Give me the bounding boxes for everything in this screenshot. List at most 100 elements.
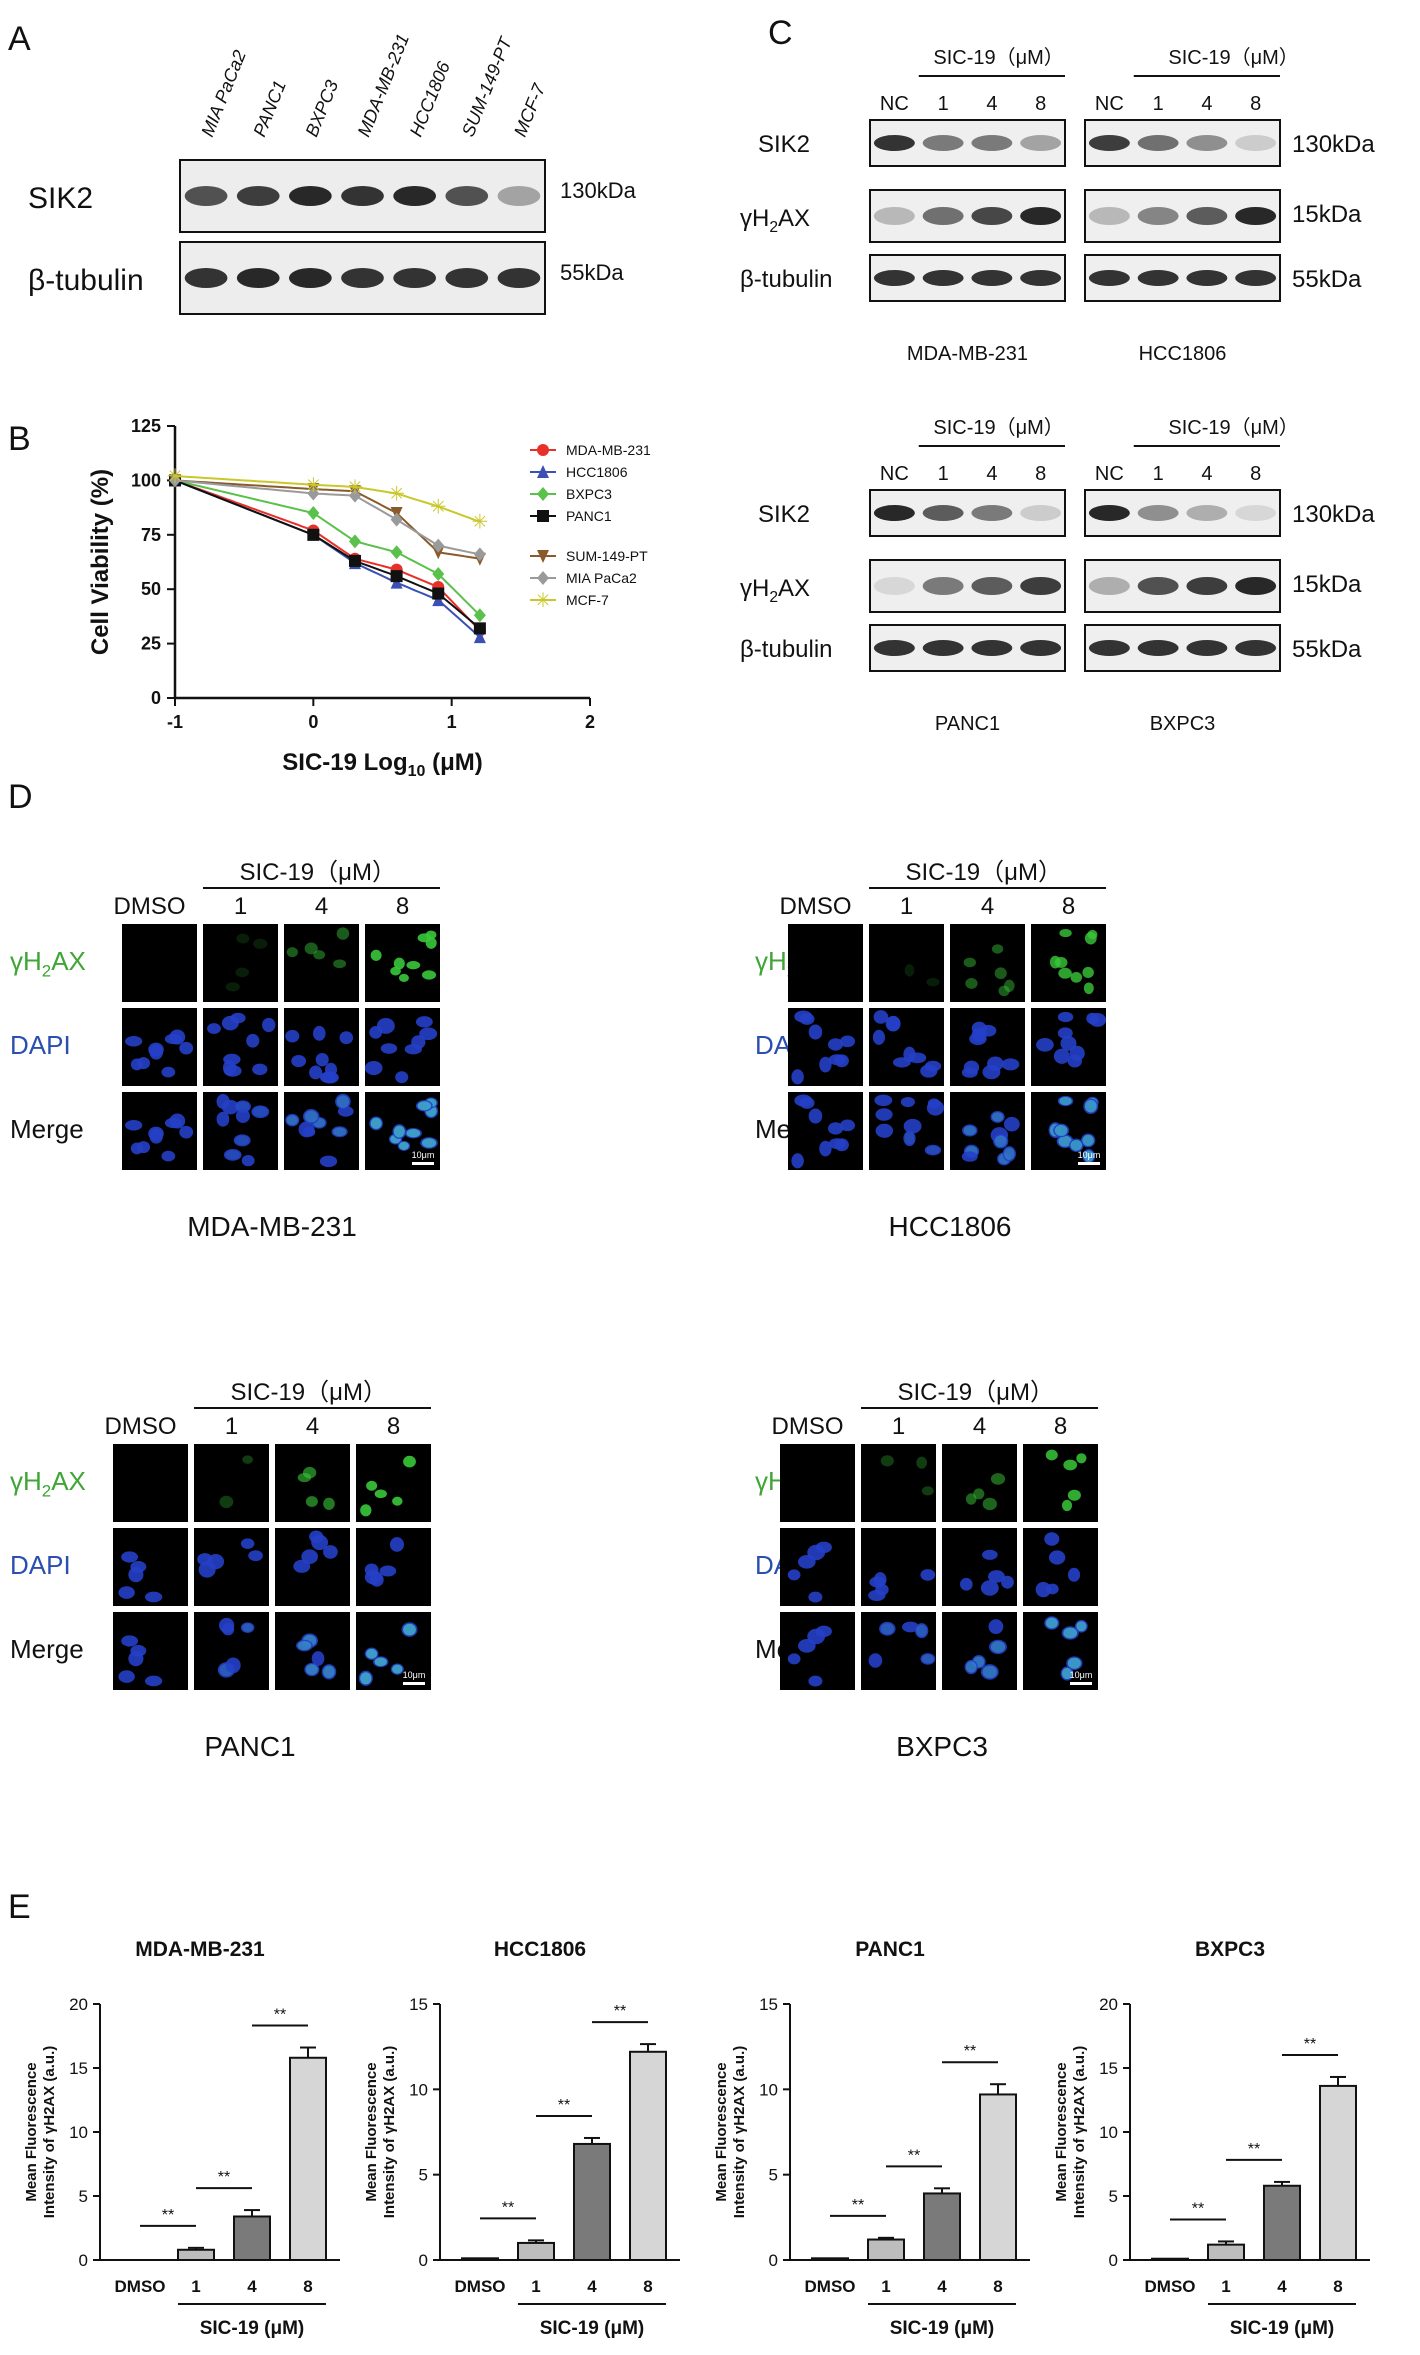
foci: [219, 1495, 234, 1509]
nucleus: [1035, 1581, 1052, 1598]
foci: [235, 1135, 249, 1146]
scale-label: 10μm: [1070, 1670, 1093, 1680]
nucleus: [808, 1591, 823, 1603]
foci: [965, 1661, 977, 1673]
blot-band: [184, 268, 228, 288]
nucleus: [869, 1576, 886, 1588]
lane-label: NC: [880, 93, 909, 115]
foci: [963, 957, 976, 968]
data-point: ✳: [388, 483, 405, 505]
panel-letter-e: E: [8, 1888, 31, 1926]
foci: [921, 1654, 934, 1664]
foci: [392, 1664, 403, 1674]
foci: [990, 1641, 1006, 1653]
foci: [393, 957, 405, 970]
nucleus: [834, 1138, 849, 1152]
blot-band: [922, 135, 964, 151]
blot-band: [1235, 640, 1277, 656]
blot-band: [1235, 207, 1277, 225]
column-label: 8: [1054, 1413, 1067, 1440]
treatment-label: SIC-19（μM）: [239, 859, 396, 886]
y-axis-label: Mean FluorescenceIntensity of γH2AX (a.u…: [363, 2046, 398, 2219]
lane-label: 8: [1035, 93, 1046, 115]
legend-marker: [537, 550, 549, 563]
micrograph-tile: [942, 1444, 1017, 1522]
blot-band: [1186, 270, 1228, 286]
micrograph-tile: [780, 1612, 855, 1690]
lane-label: 1: [1153, 93, 1164, 115]
foci: [323, 1497, 335, 1510]
foci: [1061, 1499, 1073, 1512]
fit-curve: [174, 475, 481, 523]
kda-label: 55kDa: [560, 260, 624, 285]
micrograph-tile: [869, 924, 944, 1002]
cell-line-label: MDA-MB-231: [907, 343, 1028, 365]
nucleus: [815, 1625, 832, 1638]
tile-background: [950, 924, 1025, 1002]
nucleus: [130, 1645, 147, 1657]
treatment-label: SIC-19（μM）: [230, 1379, 387, 1406]
foci: [1054, 957, 1068, 968]
y-tick-label: 15: [1099, 2059, 1118, 2078]
tile-background: [861, 1444, 936, 1522]
scale-label: 10μm: [403, 1670, 426, 1680]
nucleus: [216, 1093, 230, 1109]
data-point: ✳: [167, 466, 184, 488]
nucleus: [990, 1111, 1005, 1123]
blot-band: [1137, 640, 1179, 656]
column-label: DMSO: [772, 1413, 844, 1440]
nucleus: [125, 1120, 143, 1131]
column-label: 1: [900, 893, 913, 920]
foci: [1082, 966, 1094, 979]
foci: [1061, 1667, 1073, 1680]
y-tick-label: 10: [409, 2080, 428, 2099]
nucleus: [313, 1025, 326, 1041]
treatment-label: SIC-19（μM）: [933, 46, 1063, 69]
nucleus: [145, 1591, 163, 1603]
micrograph-tile: [275, 1444, 350, 1522]
foci: [398, 1141, 409, 1150]
foci: [370, 949, 382, 961]
nucleus: [319, 1155, 338, 1168]
row-label: β-tubulin: [740, 266, 833, 293]
nucleus: [1048, 1550, 1066, 1565]
x-tick-label: 2: [585, 712, 595, 732]
blot-band: [1235, 505, 1277, 521]
bar: [1319, 2084, 1357, 2261]
blot-band: [1020, 640, 1062, 656]
nucleus: [1044, 1532, 1060, 1546]
nucleus: [198, 1561, 216, 1578]
nucleus: [302, 1126, 316, 1137]
nucleus: [301, 1549, 318, 1564]
nucleus: [903, 1130, 916, 1147]
fit-curve: [174, 479, 481, 556]
foci: [991, 944, 1004, 954]
foci: [916, 1456, 927, 1469]
y-axis-label: Mean FluorescenceIntensity of γH2AX (a.u…: [23, 2046, 58, 2219]
fit-curve: [174, 479, 481, 630]
kda-label: 130kDa: [560, 178, 637, 203]
bar: [629, 2050, 667, 2261]
legend-label: MIA PaCa2: [566, 570, 637, 586]
lane-label: 1: [938, 463, 949, 485]
immunofluorescence-panel: SIC-19（μM） DMSO 1 4 8 γH2AX DAPI Merge 10μm MDA-M…: [10, 859, 1107, 1762]
nucleus: [235, 1108, 251, 1123]
nucleus: [787, 1653, 801, 1665]
nucleus: [218, 1617, 235, 1633]
foci: [313, 950, 326, 960]
nucleus: [379, 1565, 397, 1577]
blot-band: [922, 207, 964, 225]
column-label: 4: [315, 893, 328, 920]
significance-label: **: [908, 2147, 920, 2164]
nucleus: [223, 1065, 242, 1077]
y-tick-label: 5: [79, 2187, 88, 2206]
foci: [1045, 1617, 1058, 1629]
micrograph-tile: [122, 1092, 197, 1170]
nucleus: [241, 1155, 255, 1167]
foci: [242, 1623, 254, 1632]
nucleus: [819, 1056, 832, 1073]
blot-band: [1088, 505, 1130, 521]
legend-label: PANC1: [566, 508, 612, 524]
significance-label: **: [218, 2169, 230, 2186]
x-tick-label: DMSO: [805, 2277, 856, 2296]
